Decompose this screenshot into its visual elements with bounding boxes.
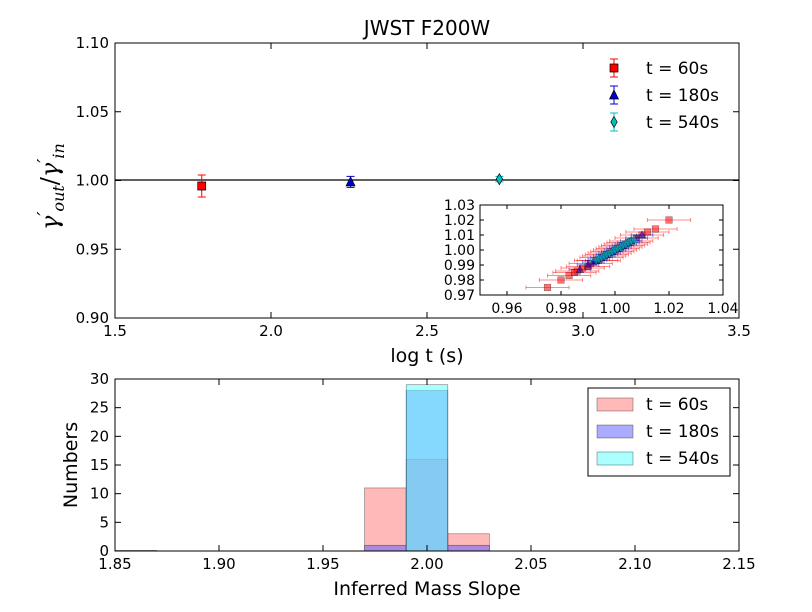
bottom-panel: 1.85 1.90 1.95 2.00 2.05 2.10 2.15 0 5 10 15 20 25 30…	[60, 370, 756, 600]
inset-frame	[479, 204, 724, 296]
inset-y-tick-label: 1.02	[444, 213, 475, 229]
bottom-y-tick-label: 30	[90, 370, 109, 388]
inset-y-tick-label: 0.99	[444, 258, 475, 274]
inset-point	[643, 228, 651, 236]
ylabel-prime-den: ′	[34, 159, 55, 163]
bottom-plot-frame	[114, 378, 740, 552]
bottom-legend-swatch	[596, 451, 634, 466]
inset-point	[557, 276, 565, 284]
bottom-y-tick-label: 25	[90, 399, 109, 417]
inset-y-tick-label: 1.00	[444, 243, 475, 259]
chart-title: JWST F200W	[362, 16, 491, 40]
top-x-tick-label: 1.5	[103, 322, 127, 340]
legend-marker-triangle	[608, 89, 620, 100]
legend-marker-square	[609, 63, 619, 73]
top-y-tick-label: 0.90	[76, 309, 109, 327]
histogram-bar	[405, 384, 449, 552]
top-x-tick-label: 3.0	[571, 322, 595, 340]
inset-point	[665, 216, 673, 224]
inset-y-tick-label: 1.01	[444, 228, 475, 244]
top-plot-frame	[114, 42, 740, 319]
inset-point	[652, 225, 659, 233]
inset-x-tick-label: 1.04	[707, 301, 738, 317]
histogram-bars	[114, 384, 490, 552]
top-legend: t = 60s t = 180s t = 540s	[608, 58, 719, 133]
top-x-tick-label: 2.5	[415, 322, 439, 340]
top-y-tick-label: 1.00	[76, 172, 109, 190]
top-x-tick-label: 2.0	[259, 322, 283, 340]
inset-ticks: 0.96 0.98 1.00 1.02 1.040.970.980.991.001.01…	[444, 198, 739, 317]
bottom-legend-label: t = 540s	[646, 449, 719, 469]
ylabel-sub-out: out	[49, 185, 68, 212]
top-y-tick-label: 1.10	[76, 34, 109, 52]
bottom-x-tick-label: 1.90	[202, 555, 235, 573]
inset-x-tick-label: 0.96	[491, 301, 522, 317]
histogram-series	[405, 384, 449, 552]
ylabel-slash: /	[36, 176, 64, 185]
top-y-tick-label: 1.05	[76, 103, 109, 121]
bottom-x-tick-label: 2.10	[618, 555, 651, 573]
bottom-y-tick-label: 20	[90, 427, 109, 445]
top-point-diamond	[495, 172, 503, 186]
inset-x-tick-label: 1.02	[653, 301, 684, 317]
ylabel-sub-in: in	[49, 143, 68, 158]
ylabel-gamma-num: γ	[36, 215, 64, 230]
top-point-square	[197, 181, 207, 191]
legend-label: t = 540s	[646, 113, 719, 133]
legend-label: t = 60s	[646, 59, 708, 79]
inset-x-tick-label: 1.00	[599, 301, 630, 317]
inset-point	[565, 272, 573, 279]
legend-marker-diamond	[610, 115, 618, 129]
inset-point	[631, 234, 637, 245]
top-x-tick-label: 3.5	[727, 322, 751, 340]
inset-point	[575, 264, 585, 273]
bottom-legend-label: t = 60s	[646, 395, 708, 415]
inset-point	[637, 230, 647, 239]
bottom-legend-swatch	[596, 397, 634, 412]
bottom-x-axis-label: Inferred Mass Slope	[333, 578, 520, 600]
histogram-bar	[364, 544, 407, 552]
ylabel-prime-num: ′	[34, 212, 55, 216]
histogram-bar	[364, 487, 407, 552]
bottom-x-tick-label: 1.95	[306, 555, 339, 573]
bottom-y-tick-label: 15	[90, 456, 109, 474]
histogram-bar	[447, 544, 490, 552]
inset-y-tick-label: 1.03	[444, 198, 475, 214]
inset-x-tick-label: 0.98	[545, 301, 576, 317]
inset-y-tick-label: 0.98	[444, 273, 475, 289]
bottom-x-tick-label: 2.05	[514, 555, 547, 573]
bottom-y-tick-label: 0	[99, 542, 109, 560]
ylabel-gamma-den: γ	[36, 162, 64, 177]
inset-background	[480, 205, 723, 295]
top-point-triangle	[345, 176, 356, 187]
bottom-x-tick-label: 2.00	[410, 555, 443, 573]
inset-data	[525, 216, 692, 291]
legend-label: t = 180s	[646, 86, 719, 106]
top-data	[197, 172, 504, 198]
bottom-x-tick-label: 2.15	[722, 555, 755, 573]
inset-y-tick-label: 0.97	[444, 288, 475, 304]
bottom-ticks: 1.85 1.90 1.95 2.00 2.05 2.10 2.15 0 5 10 15 20 25 30	[90, 370, 756, 573]
top-y-tick-label: 0.95	[76, 240, 109, 258]
inset-plot: 0.96 0.98 1.00 1.02 1.040.970.980.991.001.01…	[444, 198, 739, 317]
bottom-legend: t = 60s t = 180s t = 540s	[587, 387, 731, 477]
bottom-y-axis-label: Numbers	[60, 422, 82, 508]
bottom-y-tick-label: 10	[90, 485, 109, 503]
bottom-legend-label: t = 180s	[646, 422, 719, 442]
bottom-x-tick-label: 1.85	[98, 555, 131, 573]
top-x-axis-label: log t (s)	[390, 345, 463, 367]
inset-series	[590, 234, 640, 266]
bottom-legend-swatch	[596, 424, 634, 439]
inset-point	[544, 284, 551, 291]
top-y-axis-label: γ′out/γ′in	[34, 143, 68, 230]
top-panel: JWST F200W 1.5 2.0 2.5 3.0 3.50.900.951.001.…	[34, 16, 751, 367]
bottom-y-tick-label: 5	[99, 513, 109, 531]
svg-text:γ′out/γ′in: γ′out/γ′in	[34, 143, 68, 230]
